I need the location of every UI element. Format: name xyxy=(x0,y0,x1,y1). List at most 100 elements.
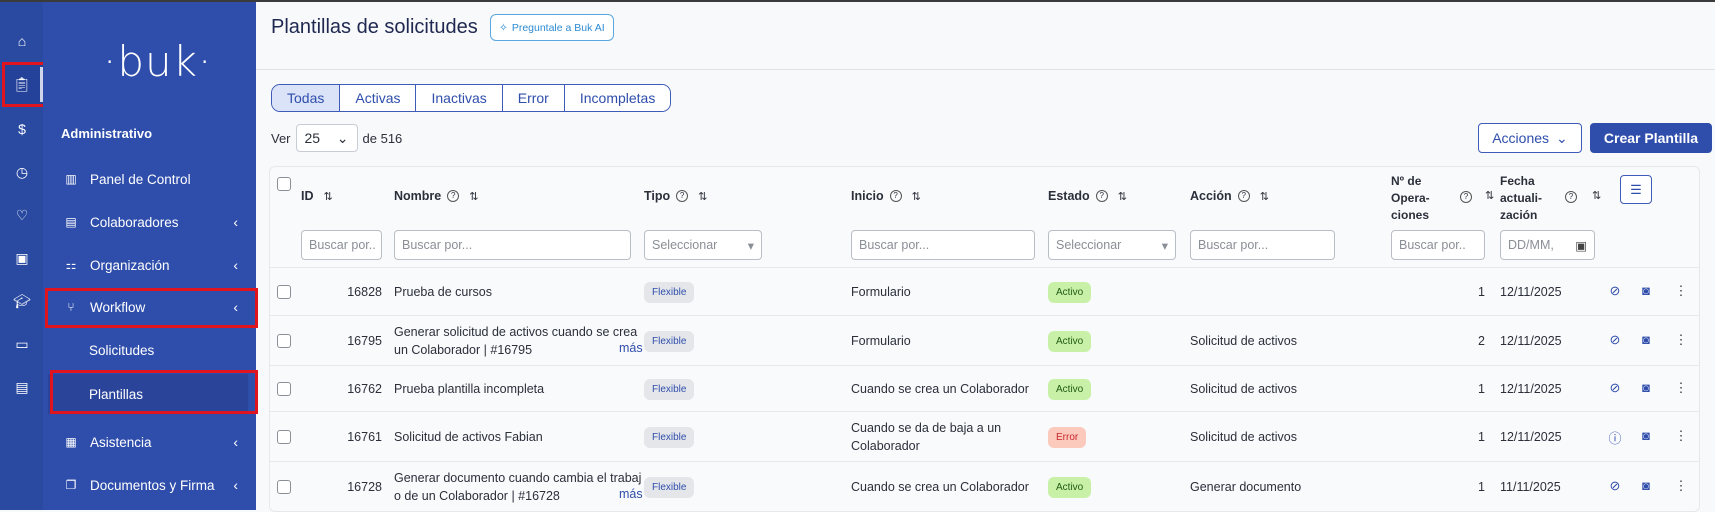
sidebar-item-solicitudes[interactable]: Solicitudes xyxy=(43,330,256,370)
row-id: 16762 xyxy=(347,382,382,396)
column-header-estado[interactable]: Estado? ⇅ xyxy=(1048,189,1127,203)
tab-activas[interactable]: Activas xyxy=(340,85,417,111)
actions-dropdown-button[interactable]: Acciones ⌄ xyxy=(1478,123,1582,153)
folder-icon[interactable]: ▭ xyxy=(15,336,29,352)
sidebar-item-colaboradores[interactable]: ▤ Colaboradores ‹ xyxy=(43,202,256,242)
clock-icon[interactable]: ◷ xyxy=(15,164,29,180)
ask-buk-ai-label: Preguntale a Buk AI xyxy=(511,21,605,34)
tab-incompletas[interactable]: Incompletas xyxy=(564,85,671,111)
column-header-accion[interactable]: Acción? ⇅ xyxy=(1190,189,1269,203)
preview-icon[interactable]: ◙ xyxy=(1642,283,1650,298)
sidebar-item-plantillas[interactable]: Plantillas xyxy=(48,374,248,414)
column-header-inicio[interactable]: Inicio? ⇅ xyxy=(851,189,921,203)
filter-fecha-input[interactable]: DD/MM, ▣ xyxy=(1500,230,1595,260)
filter-operaciones-input[interactable]: Buscar por.. xyxy=(1391,230,1485,260)
preview-icon[interactable]: ◙ xyxy=(1642,478,1650,493)
chevron-down-icon: ⌄ xyxy=(1556,129,1568,146)
filter-estado-select[interactable]: Seleccionar ▾ xyxy=(1048,230,1176,260)
more-options-icon[interactable]: ⋮ xyxy=(1674,380,1688,395)
row-name[interactable]: Generar solicitud de activos cuando se c… xyxy=(394,323,637,359)
row-date: 12/11/2025 xyxy=(1500,285,1562,299)
column-label: Opera- xyxy=(1391,191,1430,205)
column-header-operaciones[interactable]: Nº de Opera-ciones xyxy=(1391,173,1430,224)
sort-icon[interactable]: ⇅ xyxy=(323,190,333,203)
window-top-border xyxy=(0,0,1715,2)
column-header-tipo[interactable]: Tipo? ⇅ xyxy=(644,189,707,203)
row-action: Solicitud de activos xyxy=(1190,382,1298,396)
row-date: 12/11/2025 xyxy=(1500,430,1562,444)
sidebar-item-organizacion[interactable]: ⚏ Organización ‹ xyxy=(43,245,256,285)
sidebar-item-documentos-y-firma[interactable]: ❐ Documentos y Firma ‹ xyxy=(43,465,256,505)
row-name[interactable]: Generar documento cuando cambia el traba… xyxy=(394,469,641,505)
sort-icon[interactable]: ⇅ xyxy=(911,190,921,203)
sort-icon[interactable]: ⇅ xyxy=(1485,190,1495,202)
filter-id-input[interactable]: Buscar por.. xyxy=(301,230,382,260)
more-options-icon[interactable]: ⋮ xyxy=(1674,332,1688,347)
sort-icon[interactable]: ⇅ xyxy=(1259,190,1269,203)
sort-icon[interactable]: ⇅ xyxy=(469,190,479,203)
row-name[interactable]: Prueba de cursos xyxy=(394,283,492,301)
help-icon[interactable]: ? xyxy=(1460,191,1472,203)
help-icon[interactable]: ? xyxy=(447,190,460,202)
more-link[interactable]: más xyxy=(619,487,643,501)
more-link[interactable]: más xyxy=(619,341,643,355)
preview-icon[interactable]: ◙ xyxy=(1642,380,1650,395)
column-label: Acción xyxy=(1190,189,1232,203)
select-all-checkbox[interactable] xyxy=(277,177,291,191)
graduation-cap-icon[interactable]: 🎓︎ xyxy=(13,293,31,309)
dollar-icon[interactable]: $ xyxy=(18,121,26,137)
sort-icon[interactable]: ⇅ xyxy=(1592,190,1602,202)
row-checkbox[interactable] xyxy=(277,334,291,348)
help-icon[interactable]: ? xyxy=(1565,191,1577,203)
sidebar-item-panel-de-control[interactable]: ▥ Panel de Control xyxy=(43,159,256,199)
row-checkbox[interactable] xyxy=(277,382,291,396)
name-line: Prueba de cursos xyxy=(394,285,492,299)
tab-todas[interactable]: Todas xyxy=(272,85,341,111)
help-icon[interactable]: ? xyxy=(1095,190,1108,202)
help-icon[interactable]: ? xyxy=(889,190,902,202)
sort-icon[interactable]: ⇅ xyxy=(1117,190,1127,203)
status-tabs: Todas Activas Inactivas Error Incompleta… xyxy=(271,84,672,112)
row-name[interactable]: Prueba plantilla incompleta xyxy=(394,380,544,398)
sidebar-item-asistencia[interactable]: ▦ Asistencia ‹ xyxy=(43,422,256,462)
help-icon[interactable]: ? xyxy=(676,190,689,202)
info-icon[interactable]: ⓘ xyxy=(1608,431,1622,446)
workflow-icon: ⑂ xyxy=(67,300,75,314)
page-size-select[interactable]: 25 ⌄ xyxy=(295,124,358,152)
store-icon[interactable]: ▤ xyxy=(15,379,29,395)
eye-off-icon[interactable]: ⊘ xyxy=(1609,283,1621,298)
preview-icon[interactable]: ◙ xyxy=(1642,332,1650,347)
column-header-nombre[interactable]: Nombre? ⇅ xyxy=(394,189,478,203)
clipboard-icon[interactable]: 📋︎ xyxy=(13,76,31,92)
eye-off-icon[interactable]: ⊘ xyxy=(1609,380,1621,395)
filter-tipo-select[interactable]: Seleccionar ▾ xyxy=(644,230,762,260)
more-options-icon[interactable]: ⋮ xyxy=(1674,478,1688,493)
help-icon[interactable]: ? xyxy=(1237,190,1250,202)
home-icon[interactable]: ⌂ xyxy=(17,33,27,49)
column-header-id[interactable]: ID ⇅ xyxy=(301,189,333,203)
column-settings-button[interactable]: ☰ xyxy=(1620,175,1652,204)
filter-accion-input[interactable]: Buscar por... xyxy=(1190,230,1335,260)
filter-nombre-input[interactable]: Buscar por... xyxy=(394,230,631,260)
more-options-icon[interactable]: ⋮ xyxy=(1674,428,1688,443)
column-header-fecha[interactable]: Fecha actuali-zación xyxy=(1500,173,1542,224)
create-template-button[interactable]: Crear Plantilla xyxy=(1590,123,1712,153)
sidebar-item-workflow[interactable]: ⑂ Workflow ‹ xyxy=(43,287,256,327)
row-name[interactable]: Solicitud de activos Fabian xyxy=(394,428,543,446)
ask-buk-ai-button[interactable]: ✧ Preguntale a Buk AI xyxy=(490,14,614,41)
tab-inactivas[interactable]: Inactivas xyxy=(416,85,503,111)
filter-inicio-input[interactable]: Buscar por... xyxy=(851,230,1035,260)
more-options-icon[interactable]: ⋮ xyxy=(1674,283,1688,298)
gift-icon[interactable]: ▣ xyxy=(15,250,29,266)
row-checkbox[interactable] xyxy=(277,285,291,299)
eye-off-icon[interactable]: ⊘ xyxy=(1609,478,1621,493)
column-label: ciones xyxy=(1391,208,1430,222)
sort-icon[interactable]: ⇅ xyxy=(698,190,708,203)
table-row: 16762 Prueba plantilla incompleta Flexib… xyxy=(270,365,1699,411)
eye-off-icon[interactable]: ⊘ xyxy=(1609,332,1621,347)
hand-heart-icon[interactable]: ♡ xyxy=(15,207,29,223)
preview-icon[interactable]: ◙ xyxy=(1642,428,1650,443)
row-checkbox[interactable] xyxy=(277,430,291,444)
row-checkbox[interactable] xyxy=(277,480,291,494)
tab-error[interactable]: Error xyxy=(502,85,565,111)
